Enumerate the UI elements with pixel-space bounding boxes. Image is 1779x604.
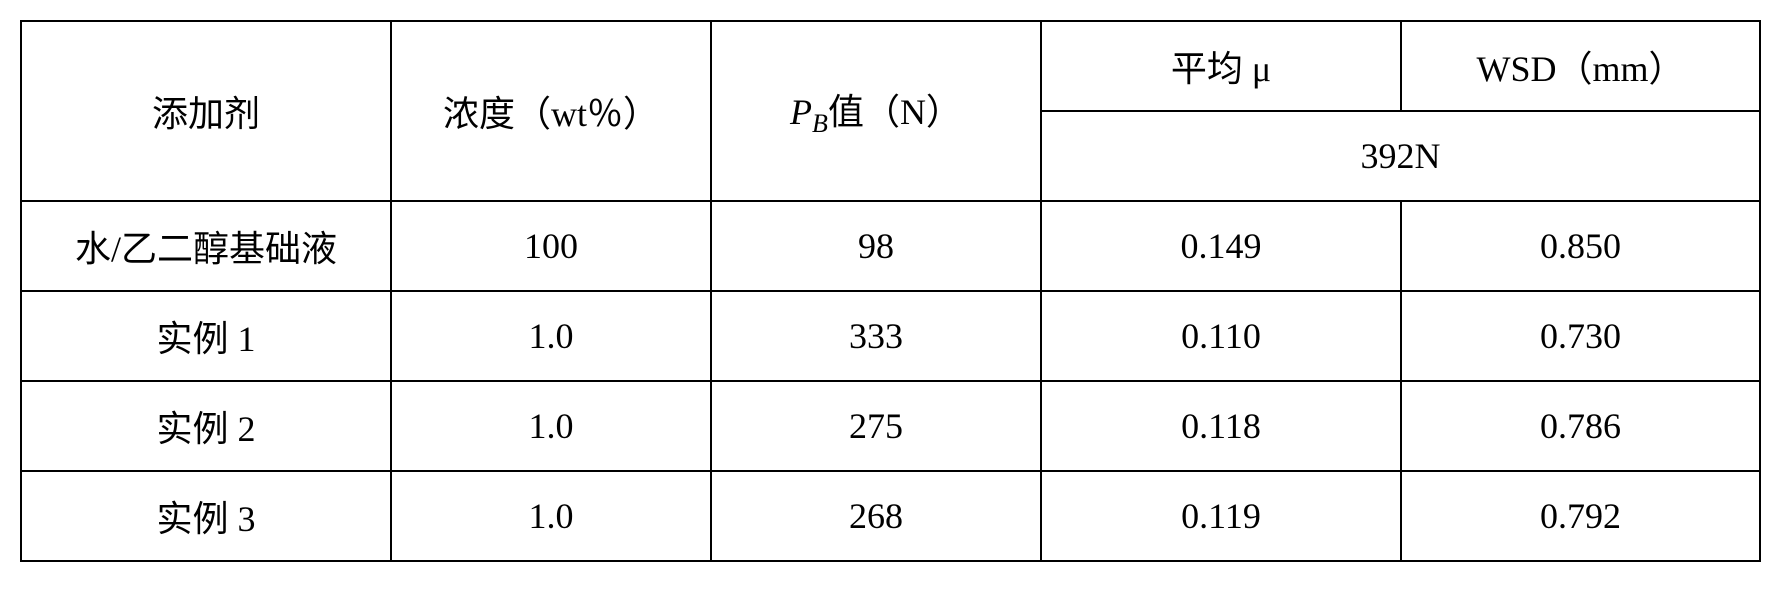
cell-wsd: 0.730 xyxy=(1401,291,1760,381)
cell-additive: 实例 3 xyxy=(21,471,391,561)
cell-conc: 1.0 xyxy=(391,471,711,561)
cell-wsd-text: 0.792 xyxy=(1540,496,1621,536)
cell-additive-text: 水/乙二醇基础液 xyxy=(75,229,337,269)
header-conc-label: 浓度 xyxy=(443,94,515,134)
col-header-mu: 平均 μ xyxy=(1041,21,1401,111)
cell-mu-text: 0.149 xyxy=(1181,226,1262,266)
header-wsd-unit: （mm） xyxy=(1556,49,1684,89)
cell-additive-text: 实例 3 xyxy=(156,499,255,539)
cell-additive: 实例 1 xyxy=(21,291,391,381)
data-table: 添加剂 浓度（wt％） PB值（N） 平均 μ WSD（mm） 392N 水/乙… xyxy=(20,20,1761,562)
cell-additive: 水/乙二醇基础液 xyxy=(21,201,391,291)
table-row: 实例 1 1.0 333 0.110 0.730 xyxy=(21,291,1760,381)
cell-conc: 1.0 xyxy=(391,291,711,381)
cell-conc-text: 1.0 xyxy=(529,406,574,446)
cell-conc-text: 100 xyxy=(524,226,578,266)
cell-conc: 100 xyxy=(391,201,711,291)
sub-header-load-text: 392N xyxy=(1361,136,1441,176)
sub-header-load: 392N xyxy=(1041,111,1760,201)
header-pb-B: B xyxy=(812,109,828,138)
cell-additive: 实例 2 xyxy=(21,381,391,471)
cell-additive-text: 实例 2 xyxy=(156,409,255,449)
header-wsd-label: WSD xyxy=(1476,49,1556,89)
cell-pb: 98 xyxy=(711,201,1041,291)
cell-additive-text: 实例 1 xyxy=(156,319,255,359)
cell-wsd: 0.792 xyxy=(1401,471,1760,561)
cell-wsd-text: 0.730 xyxy=(1540,316,1621,356)
cell-mu: 0.119 xyxy=(1041,471,1401,561)
cell-conc: 1.0 xyxy=(391,381,711,471)
table-row: 实例 2 1.0 275 0.118 0.786 xyxy=(21,381,1760,471)
cell-wsd-text: 0.850 xyxy=(1540,226,1621,266)
cell-wsd: 0.786 xyxy=(1401,381,1760,471)
cell-pb: 275 xyxy=(711,381,1041,471)
col-header-wsd: WSD（mm） xyxy=(1401,21,1760,111)
cell-pb: 268 xyxy=(711,471,1041,561)
header-mu-label: 平均 xyxy=(1171,49,1243,89)
header-additive-text: 添加剂 xyxy=(152,94,260,134)
cell-wsd: 0.850 xyxy=(1401,201,1760,291)
cell-mu-text: 0.110 xyxy=(1181,316,1261,356)
col-header-pb: PB值（N） xyxy=(711,21,1041,201)
cell-conc-text: 1.0 xyxy=(529,316,574,356)
header-mu-symbol: μ xyxy=(1252,49,1271,89)
header-conc-close: ） xyxy=(623,94,659,134)
col-header-additive: 添加剂 xyxy=(21,21,391,201)
cell-mu: 0.118 xyxy=(1041,381,1401,471)
cell-mu: 0.110 xyxy=(1041,291,1401,381)
header-pb-tail: 值（N） xyxy=(828,92,962,132)
cell-mu-text: 0.119 xyxy=(1181,496,1261,536)
cell-mu-text: 0.118 xyxy=(1181,406,1261,446)
header-conc-unit: wt％ xyxy=(551,94,623,134)
cell-pb: 333 xyxy=(711,291,1041,381)
col-header-concentration: 浓度（wt％） xyxy=(391,21,711,201)
cell-conc-text: 1.0 xyxy=(529,496,574,536)
cell-pb-text: 333 xyxy=(849,316,903,356)
table-row: 实例 3 1.0 268 0.119 0.792 xyxy=(21,471,1760,561)
cell-pb-text: 275 xyxy=(849,406,903,446)
cell-mu: 0.149 xyxy=(1041,201,1401,291)
table-row: 水/乙二醇基础液 100 98 0.149 0.850 xyxy=(21,201,1760,291)
header-pb-P: P xyxy=(790,92,812,132)
header-conc-open: （ xyxy=(515,94,551,134)
cell-wsd-text: 0.786 xyxy=(1540,406,1621,446)
header-row-1: 添加剂 浓度（wt％） PB值（N） 平均 μ WSD（mm） xyxy=(21,21,1760,111)
cell-pb-text: 268 xyxy=(849,496,903,536)
cell-pb-text: 98 xyxy=(858,226,894,266)
